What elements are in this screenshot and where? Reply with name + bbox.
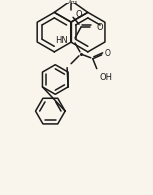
Text: O: O <box>105 49 110 58</box>
Text: Aps: Aps <box>67 0 77 5</box>
Text: O: O <box>97 23 103 32</box>
Text: HN: HN <box>55 35 68 44</box>
Text: O: O <box>75 10 82 19</box>
Text: OH: OH <box>100 73 113 82</box>
